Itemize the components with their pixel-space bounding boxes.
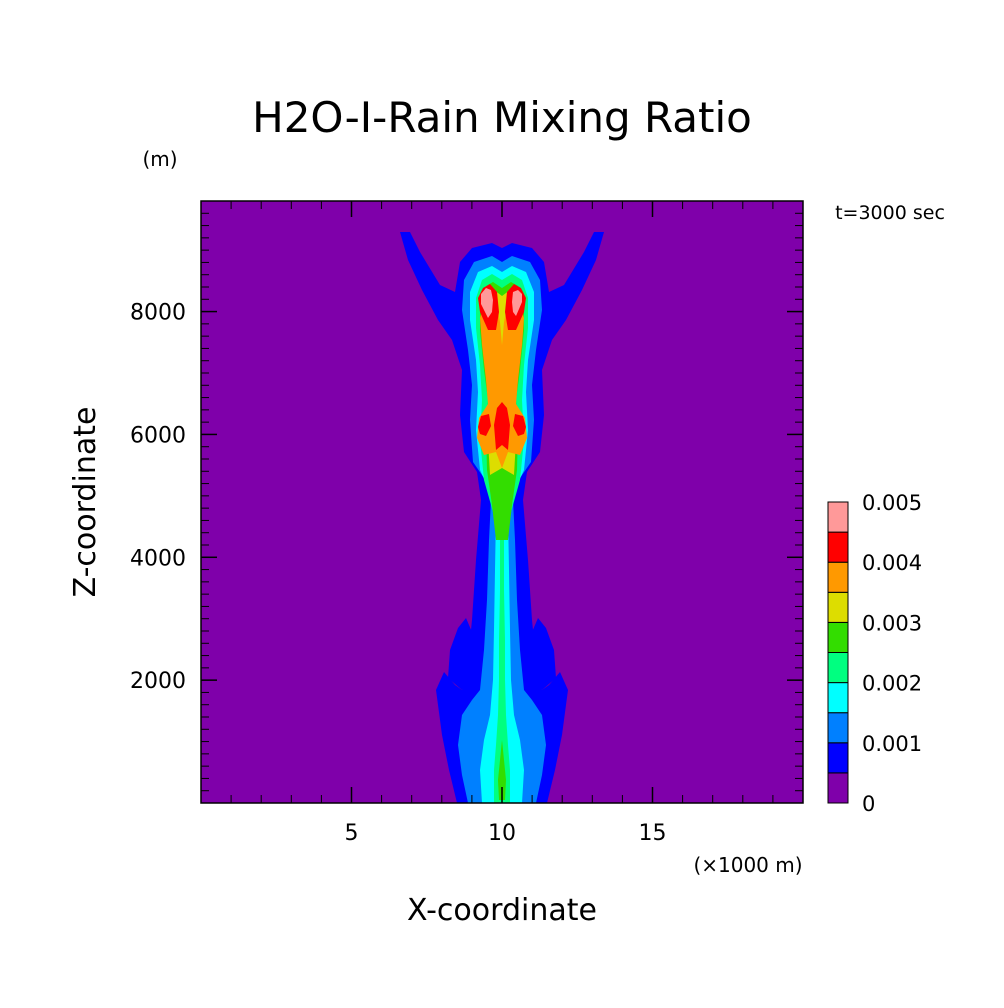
colorbar-swatch — [827, 742, 849, 774]
x-axis-ticks: 5 10 15 — [345, 201, 667, 846]
x-tick-label: 15 — [639, 821, 667, 846]
minor-ticks — [201, 201, 803, 803]
colorbar-swatch — [827, 712, 849, 744]
colorbar-swatch — [827, 501, 849, 533]
contour-field — [400, 232, 604, 803]
y-unit-label: (m) — [142, 147, 177, 171]
y-tick-label: 2000 — [130, 669, 186, 694]
y-axis-title: Z-coordinate — [68, 407, 103, 598]
colorbar-label: 0 — [862, 792, 875, 816]
contour-level-0045 — [481, 288, 522, 318]
x-tick-label: 10 — [488, 821, 516, 846]
y-tick-label: 6000 — [130, 423, 186, 448]
y-tick-label: 4000 — [130, 546, 186, 571]
colorbar-swatch — [827, 682, 849, 714]
colorbar-label: 0.002 — [862, 672, 922, 696]
chart-title: H2O-I-Rain Mixing Ratio — [252, 93, 752, 142]
colorbar-label: 0.005 — [862, 491, 922, 515]
colorbar-swatch — [827, 621, 849, 654]
x-tick-label: 5 — [345, 821, 359, 846]
colorbar-label: 0.004 — [862, 551, 922, 575]
colorbar-swatch — [827, 591, 849, 623]
colorbar-swatch — [827, 652, 849, 684]
colorbar-swatch — [827, 561, 849, 593]
y-tick-label: 8000 — [130, 301, 186, 326]
y-axis-ticks: 2000 4000 6000 8000 — [130, 301, 803, 694]
colorbar-label: 0.003 — [862, 611, 922, 635]
x-unit-label: (×1000 m) — [693, 853, 802, 877]
colorbar-swatch — [827, 531, 849, 563]
x-axis-title: X-coordinate — [407, 893, 597, 928]
time-label: t=3000 sec — [835, 202, 945, 224]
colorbar-swatch — [827, 772, 849, 804]
colorbar: 0 0.001 0.002 0.003 0.004 0.005 — [827, 491, 922, 816]
colorbar-label: 0.001 — [862, 732, 922, 756]
